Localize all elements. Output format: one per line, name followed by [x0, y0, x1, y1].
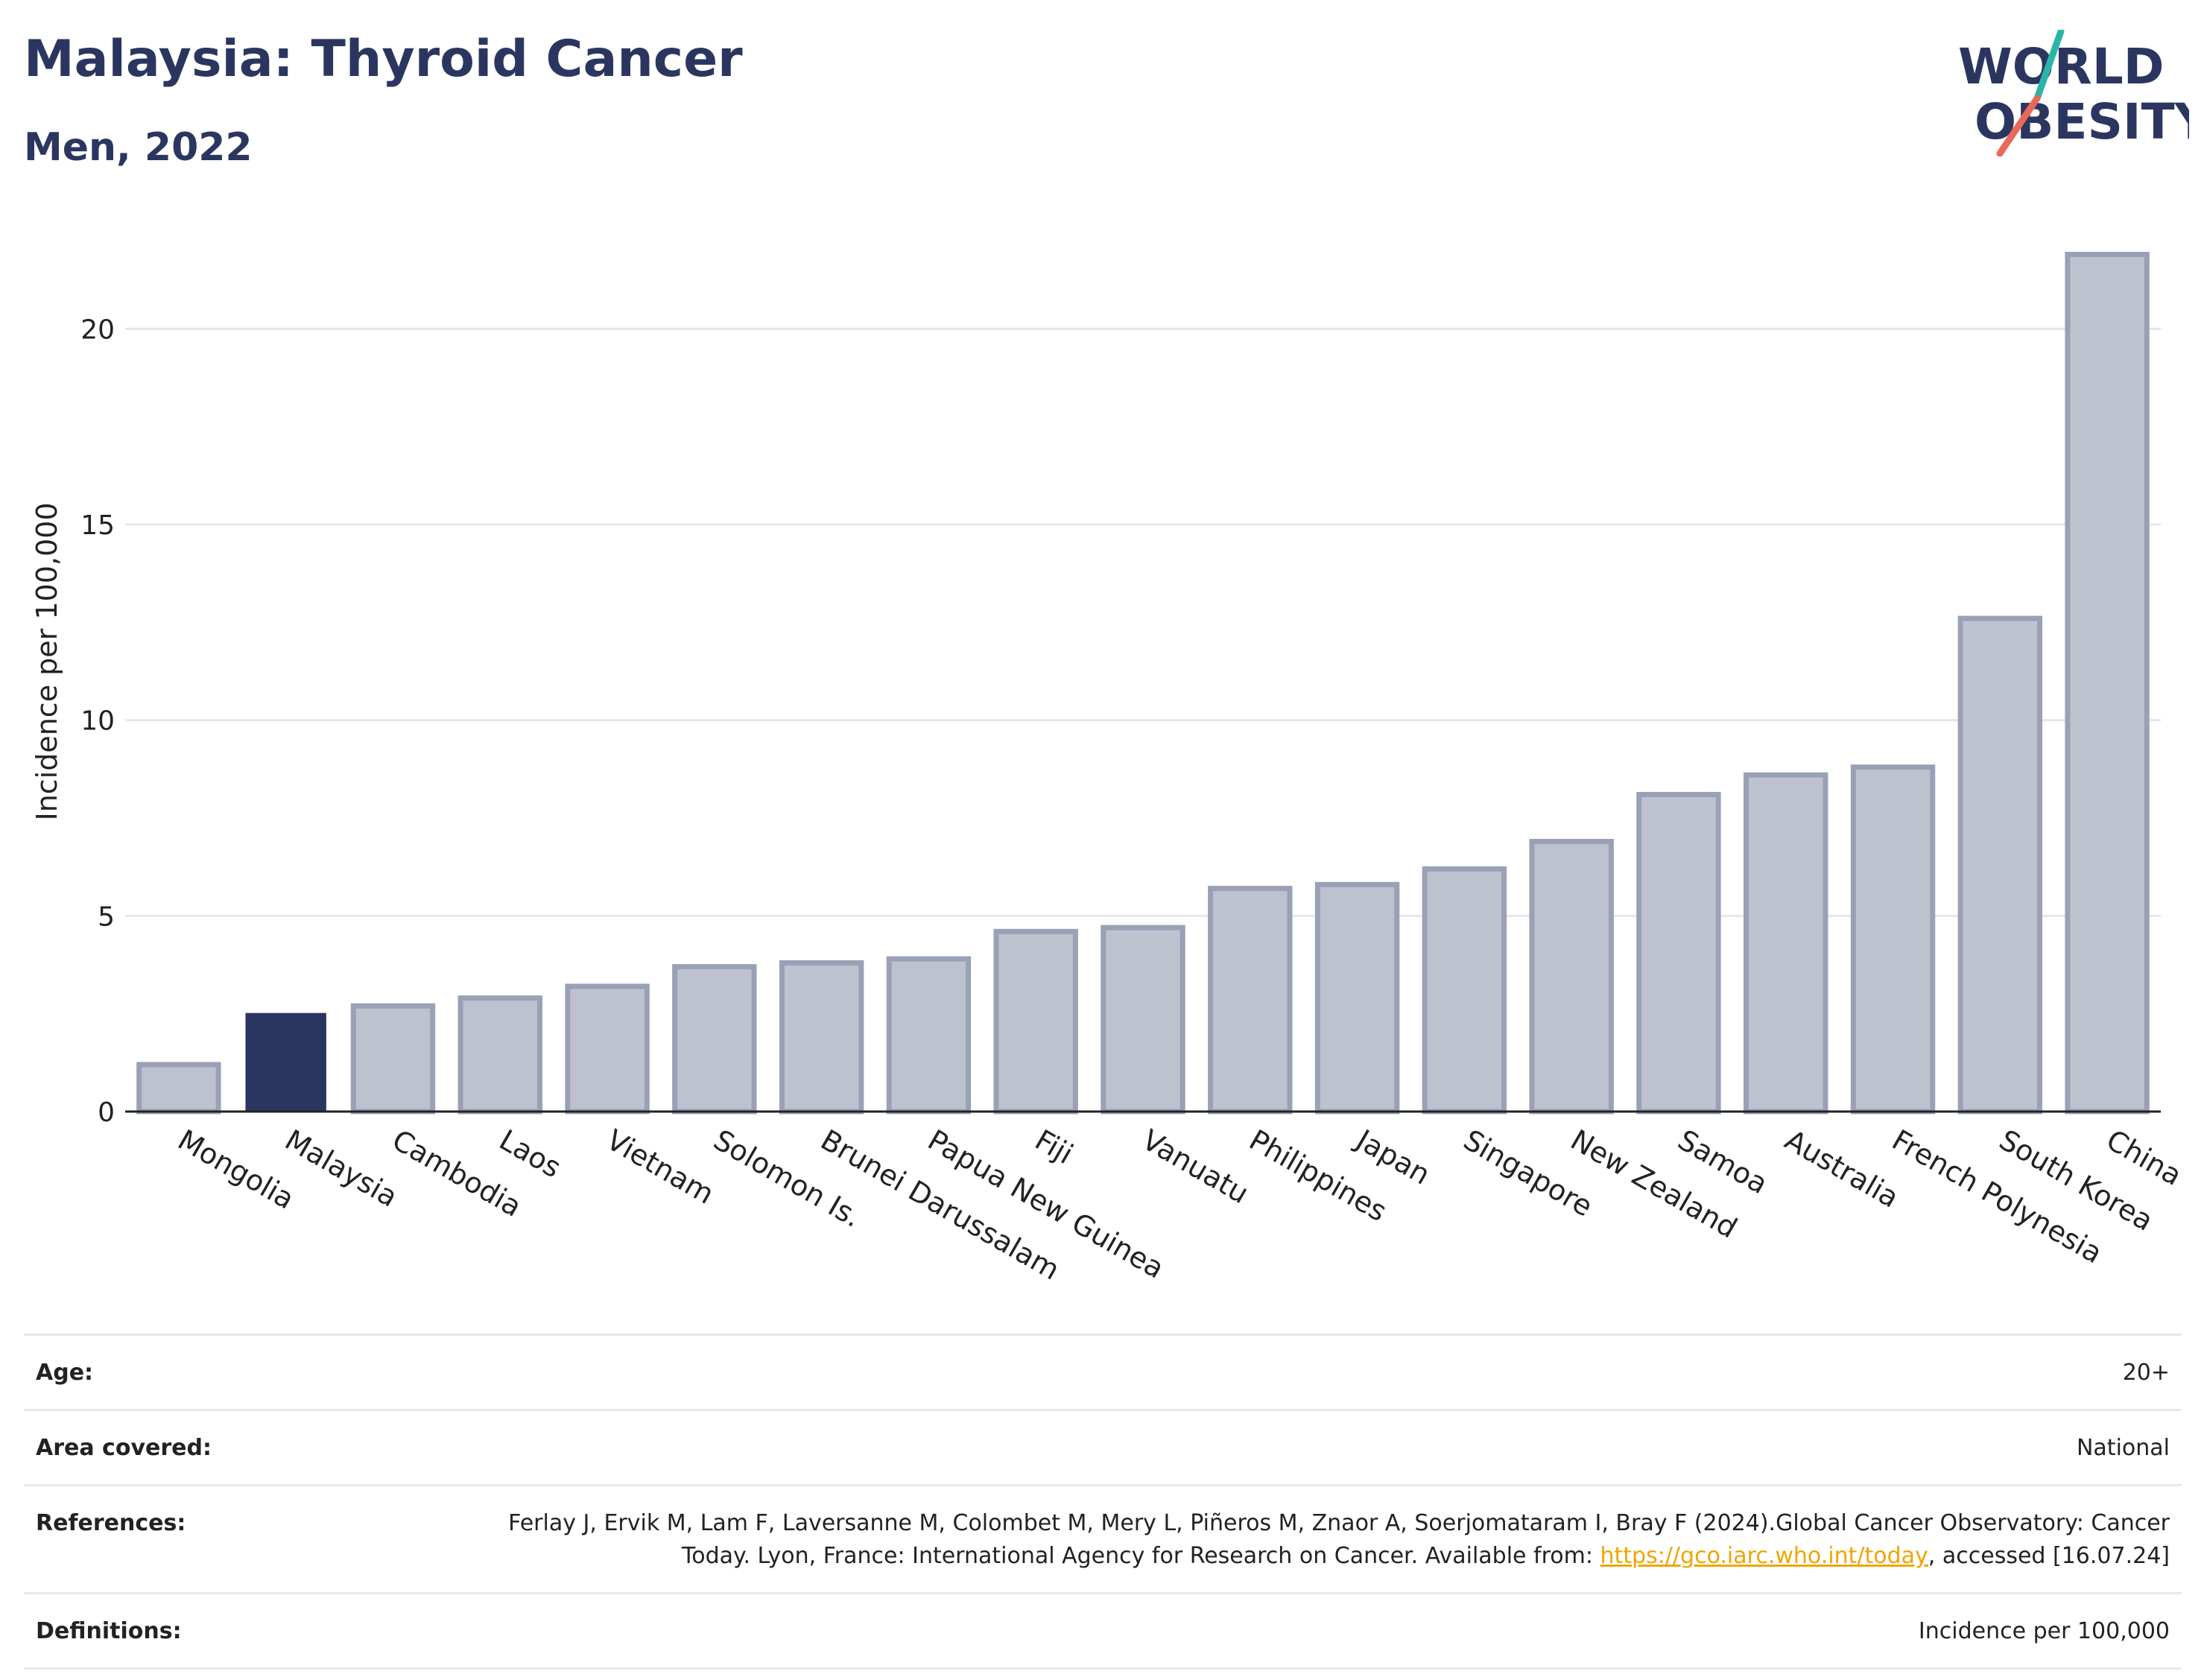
bar-malaysia: [245, 1012, 326, 1112]
bar-french-polynesia: [1850, 764, 1936, 1115]
references-label: References:: [36, 1510, 186, 1536]
meta-row-age: Age: 20+: [24, 1334, 2182, 1409]
meta-row-references: References: Ferlay J, Ervik M, Lam F, La…: [24, 1484, 2182, 1592]
bar-samoa: [1636, 791, 1721, 1115]
references-link[interactable]: https://gco.iarc.who.int/today: [1600, 1543, 1928, 1569]
age-label: Age:: [36, 1360, 94, 1386]
x-tick-label: Japan: [1349, 1123, 1436, 1191]
x-tick-label: Australia: [1779, 1123, 1904, 1214]
bar-south-korea: [1957, 615, 2043, 1115]
bar-vietnam: [565, 983, 650, 1115]
logo-slash-teal: [2033, 30, 2065, 102]
bar-singapore: [1422, 866, 1507, 1115]
y-axis-label: Incidence per 100,000: [31, 502, 63, 820]
area-label: Area covered:: [36, 1435, 212, 1461]
y-tick-label: 15: [80, 510, 115, 541]
metadata-table: Age: 20+ Area covered: National Referenc…: [24, 1334, 2182, 1670]
bar-new-zealand: [1529, 839, 1614, 1115]
bar-layer: [136, 252, 2150, 1115]
y-tick-label: 10: [80, 706, 115, 737]
bar-mongolia: [136, 1062, 221, 1115]
y-tick-label: 0: [98, 1097, 115, 1128]
y-tick-label: 5: [98, 901, 115, 932]
bar-japan: [1314, 881, 1400, 1115]
chart-title: Malaysia: Thyroid Cancer: [24, 30, 743, 89]
x-tick-label: Mongolia: [172, 1123, 300, 1216]
x-tick-label: China: [2101, 1123, 2188, 1192]
y-tick-label: 20: [80, 314, 115, 345]
references-value: Ferlay J, Ervik M, Lam F, Laversanne M, …: [456, 1507, 2170, 1573]
bar-australia: [1744, 772, 1828, 1115]
meta-row-area: Area covered: National: [24, 1409, 2182, 1484]
x-tick-label: Laos: [494, 1123, 567, 1185]
references-text: Ferlay J, Ervik M, Lam F, Laversanne M, …: [508, 1510, 2170, 1569]
bar-brunei-darussalam: [779, 960, 864, 1115]
world-obesity-logo: WORLD OBESITY: [1958, 30, 2189, 156]
logo-word-world: WORLD: [1958, 38, 2165, 95]
bar-vanuatu: [1101, 925, 1185, 1115]
definitions-label: Definitions:: [36, 1618, 182, 1644]
bar-fiji: [993, 928, 1078, 1115]
x-tick-label: Fiji: [1030, 1123, 1079, 1170]
bar-papua-new-guinea: [886, 956, 972, 1115]
definitions-value: Incidence per 100,000: [1918, 1618, 2170, 1644]
age-value: 20+: [2122, 1360, 2170, 1386]
bar-solomon-is: [672, 964, 757, 1115]
references-accessed: , accessed [16.07.24]: [1928, 1543, 2170, 1569]
area-value: National: [2076, 1435, 2170, 1461]
bar-laos: [457, 995, 542, 1115]
chart-subtitle: Men, 2022: [24, 125, 253, 170]
x-tick-label: Malaysia: [279, 1123, 403, 1214]
meta-row-definitions: Definitions: Incidence per 100,000: [24, 1592, 2182, 1670]
bar-china: [2065, 252, 2150, 1115]
x-tick-label: Vietnam: [601, 1123, 720, 1211]
x-tick-label: Vanuatu: [1137, 1123, 1255, 1210]
bar-cambodia: [350, 1003, 436, 1115]
logo-slash-coral: [1996, 95, 2041, 156]
bar-philippines: [1208, 886, 1293, 1115]
